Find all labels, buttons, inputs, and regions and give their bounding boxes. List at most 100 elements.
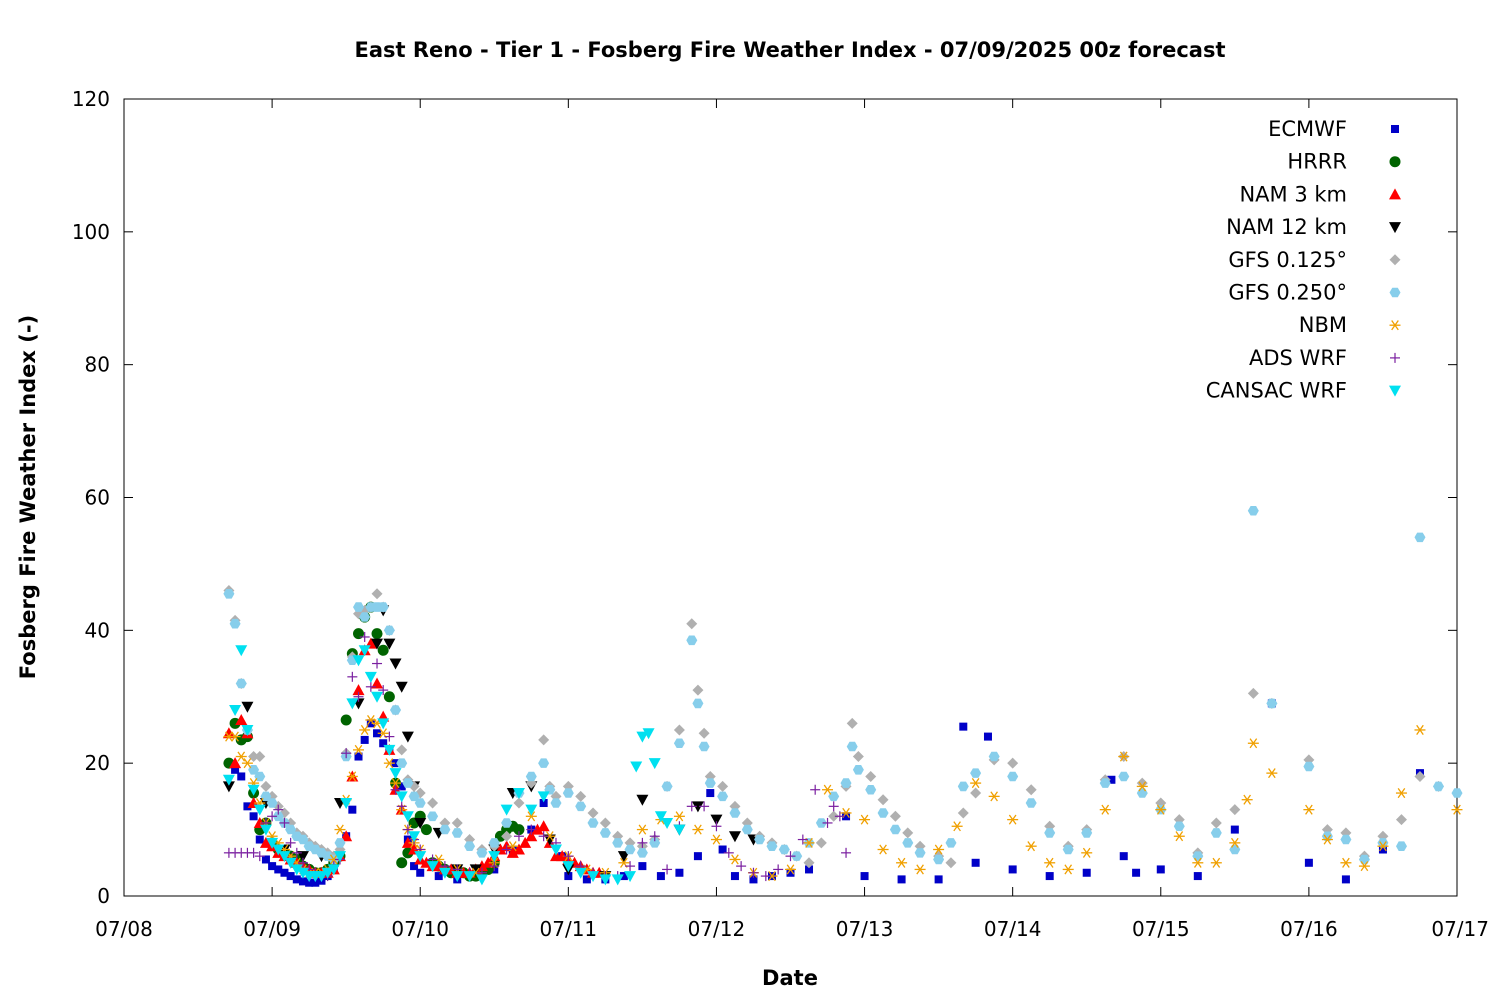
data-point xyxy=(729,808,741,818)
data-point xyxy=(434,872,443,881)
data-point xyxy=(501,830,513,842)
y-axis: 0 20 40 60 80 100 120 xyxy=(72,87,1457,908)
data-point xyxy=(636,731,649,743)
data-point xyxy=(469,864,482,876)
data-point xyxy=(1062,864,1074,875)
data-point xyxy=(562,788,574,798)
data-point xyxy=(822,817,833,828)
data-point xyxy=(1303,761,1315,772)
data-point xyxy=(352,684,365,696)
data-point xyxy=(828,810,840,822)
data-point xyxy=(754,834,766,845)
data-point xyxy=(889,824,901,835)
y-tick-label: 20 xyxy=(85,751,110,775)
data-point xyxy=(549,844,562,856)
data-point xyxy=(348,805,357,814)
data-point xyxy=(1341,875,1350,884)
data-point xyxy=(371,588,383,600)
data-point xyxy=(279,817,290,828)
legend-marker xyxy=(1389,287,1401,298)
data-point xyxy=(865,770,877,782)
data-point xyxy=(661,781,673,792)
data-point xyxy=(396,857,408,869)
data-point xyxy=(482,856,495,868)
data-point xyxy=(933,844,945,855)
data-point xyxy=(229,757,242,769)
data-point xyxy=(237,772,246,781)
data-point xyxy=(1414,724,1426,736)
legend-marker xyxy=(1389,320,1401,331)
x-axis-label: Date xyxy=(762,966,818,990)
data-point xyxy=(728,831,741,843)
data-point xyxy=(582,875,591,884)
legend-marker xyxy=(1390,352,1400,363)
data-point xyxy=(290,864,303,876)
y-tick-label: 120 xyxy=(72,87,110,111)
data-point xyxy=(718,845,727,854)
data-point xyxy=(1025,841,1037,852)
data-point xyxy=(223,589,235,599)
data-point xyxy=(241,701,254,713)
data-point xyxy=(1193,872,1202,881)
data-point xyxy=(383,625,395,636)
data-point xyxy=(401,836,414,848)
data-point xyxy=(371,691,384,703)
data-point xyxy=(828,801,839,812)
data-point xyxy=(1099,804,1111,815)
data-point xyxy=(249,812,258,821)
data-point xyxy=(957,807,969,819)
data-point xyxy=(1062,844,1074,855)
data-point xyxy=(1451,804,1463,815)
data-point xyxy=(248,847,259,858)
data-point xyxy=(785,864,796,875)
data-point xyxy=(255,835,264,844)
data-point xyxy=(261,855,270,864)
data-point xyxy=(1304,858,1313,867)
data-point xyxy=(346,698,359,710)
data-point xyxy=(1229,837,1241,848)
data-point xyxy=(371,677,384,689)
data-point xyxy=(377,718,390,730)
data-point xyxy=(402,824,413,835)
data-point xyxy=(625,861,636,872)
data-point xyxy=(274,865,283,874)
data-point xyxy=(840,778,852,788)
data-point xyxy=(692,698,704,709)
data-point xyxy=(1025,798,1037,808)
data-point xyxy=(773,864,784,875)
data-point xyxy=(297,834,309,845)
y-tick-label: 80 xyxy=(85,353,110,377)
data-point xyxy=(661,817,674,829)
y-tick-label: 100 xyxy=(72,220,110,244)
data-point xyxy=(749,875,758,884)
data-point xyxy=(1377,841,1389,852)
data-point xyxy=(531,823,544,835)
data-point xyxy=(526,824,537,835)
data-point xyxy=(1155,804,1167,815)
series-5 xyxy=(223,506,1463,865)
legend-label: CANSAC WRF xyxy=(1206,379,1347,403)
data-point xyxy=(1230,825,1239,834)
legend-label: NAM 3 km xyxy=(1239,182,1347,206)
data-point xyxy=(292,875,301,884)
y-tick-label: 60 xyxy=(85,486,110,510)
data-point xyxy=(723,847,734,858)
data-point xyxy=(860,872,869,881)
data-point xyxy=(587,818,599,828)
data-point xyxy=(933,854,945,865)
data-point xyxy=(397,782,406,791)
legend-label: NBM xyxy=(1299,313,1347,337)
data-point xyxy=(1173,821,1185,831)
data-point xyxy=(266,798,278,808)
data-point xyxy=(340,714,352,726)
data-point xyxy=(1045,872,1054,881)
data-point xyxy=(408,791,420,802)
legend-label: HRRR xyxy=(1287,150,1347,174)
legend-marker xyxy=(1391,125,1399,133)
data-point xyxy=(383,744,396,756)
data-point xyxy=(372,658,383,669)
data-point xyxy=(902,838,914,848)
data-point xyxy=(710,834,722,845)
data-point xyxy=(389,658,402,670)
